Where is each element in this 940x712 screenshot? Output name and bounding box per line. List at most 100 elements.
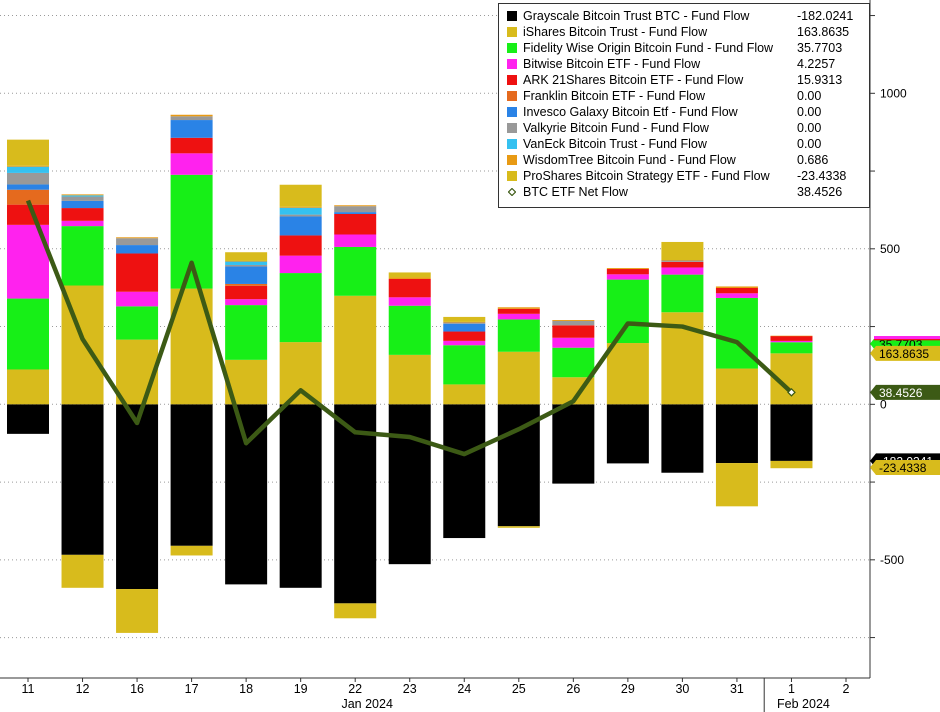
x-tick-label: 25: [512, 682, 526, 696]
bar-segment-4-12: [61, 220, 104, 227]
legend-item: VanEck Bitcoin Trust - Fund Flow 0.00: [507, 136, 863, 152]
bar-segment-5-26: [552, 325, 595, 338]
legend-item: WisdomTree Bitcoin Fund - Fund Flow 0.686: [507, 152, 863, 168]
bar-segment-11-25: [497, 526, 540, 528]
legend-series-name: ARK 21Shares Bitcoin ETF - Fund Flow: [523, 73, 744, 87]
bar-segment-3-16: [116, 306, 159, 340]
legend-series-name: VanEck Bitcoin Trust - Fund Flow: [523, 137, 707, 151]
bar-segment-11-23: [388, 272, 431, 278]
bar-segment-5-1: [770, 335, 813, 341]
legend-series-value: 35.7703: [797, 41, 843, 55]
bar-segment-6-18: [225, 283, 268, 286]
legend-item: Grayscale Bitcoin Trust BTC - Fund Flow -…: [507, 8, 863, 24]
legend-series-value: 15.9313: [797, 73, 843, 87]
bar-segment-3-1: [770, 342, 813, 354]
legend-swatch: [507, 171, 517, 181]
bar-segment-4-18: [225, 299, 268, 306]
bar-segment-10-11: [7, 165, 49, 167]
bar-segment-1-1: [770, 404, 813, 461]
x-tick-label: 19: [294, 682, 308, 696]
y-tick-label: 500: [880, 242, 900, 256]
bar-segment-4-26: [552, 337, 595, 348]
bar-segment-10-26: [552, 320, 595, 321]
bar-segment-9-12: [61, 195, 104, 197]
bar-segment-8-30: [661, 260, 704, 262]
value-tag-label: 38.4526: [879, 386, 923, 400]
bar-segment-10-29: [606, 268, 649, 270]
bar-segment-11-1: [770, 460, 813, 469]
bar-segment-4-24: [443, 340, 486, 346]
bar-segment-10-12: [61, 194, 104, 196]
bar-segment-9-18: [225, 261, 268, 265]
bar-segment-8-12: [61, 196, 104, 201]
x-tick-label: 29: [621, 682, 635, 696]
value-tag-bg: [870, 345, 940, 361]
bar-segment-3-30: [661, 274, 704, 313]
bar-segment-1-25: [497, 404, 540, 527]
net-flow-line-layer: [25, 199, 796, 457]
bar-segment-8-18: [225, 264, 268, 267]
legend-swatch: [507, 75, 517, 85]
bar-segment-1-18: [225, 404, 268, 585]
bar-segment-7-16: [116, 245, 159, 254]
bar-segment-4-25: [497, 313, 540, 320]
legend-swatch: [507, 139, 517, 149]
legend-series-name: BTC ETF Net Flow: [523, 185, 628, 199]
legend-swatch: [507, 155, 517, 165]
bar-segment-7-24: [443, 323, 486, 332]
bar-segment-9-19: [279, 207, 322, 215]
x-tick-label: 22: [348, 682, 362, 696]
legend-item: Fidelity Wise Origin Bitcoin Fund - Fund…: [507, 40, 863, 56]
legend-series-name: Invesco Galaxy Bitcoin Etf - Fund Flow: [523, 105, 738, 119]
bar-segment-5-23: [388, 278, 431, 298]
bar-segment-1-24: [443, 404, 486, 539]
net-flow-last-point: [787, 388, 796, 397]
bar-segment-2-29: [606, 343, 649, 405]
bar-segment-1-23: [388, 404, 431, 565]
legend-series-name: Grayscale Bitcoin Trust BTC - Fund Flow: [523, 9, 750, 23]
bar-segment-3-25: [497, 319, 540, 352]
bar-segment-5-11: [7, 204, 49, 225]
bar-segment-1-31: [715, 404, 758, 464]
bar-segment-7-17: [170, 120, 213, 138]
bar-segment-2-22: [334, 295, 377, 405]
bar-segment-6-11: [7, 189, 49, 205]
bar-segment-11-31: [715, 463, 758, 507]
bar-segment-11-22: [334, 603, 377, 619]
legend-series-name: ProShares Bitcoin Strategy ETF - Fund Fl…: [523, 169, 770, 183]
legend-item: Valkyrie Bitcoin Fund - Fund Flow 0.00: [507, 120, 863, 136]
chart-legend: Grayscale Bitcoin Trust BTC - Fund Flow -…: [498, 3, 870, 208]
bar-segment-1-12: [61, 404, 104, 555]
bar-segment-10-31: [715, 286, 758, 288]
bar-segment-11-16: [116, 589, 159, 633]
bar-segment-1-11: [7, 404, 49, 434]
bar-segment-5-30: [661, 261, 704, 268]
bar-segment-5-29: [606, 269, 649, 275]
bar-segment-3-18: [225, 305, 268, 360]
bar-segment-2-23: [388, 354, 431, 405]
legend-swatch: [507, 27, 517, 37]
month-label: Jan 2024: [341, 697, 392, 711]
bar-segment-2-11: [7, 369, 49, 405]
legend-series-value: 0.00: [797, 105, 822, 119]
x-tick-label: 23: [403, 682, 417, 696]
legend-series-name: iShares Bitcoin Trust - Fund Flow: [523, 25, 708, 39]
bar-segment-3-23: [388, 305, 431, 355]
bar-segment-4-30: [661, 267, 704, 275]
bar-segment-1-16: [116, 404, 159, 590]
bar-segment-5-24: [443, 331, 486, 341]
bar-segment-3-29: [606, 279, 649, 344]
legend-swatch: [507, 59, 517, 69]
x-tick-label: 18: [239, 682, 253, 696]
bar-segment-7-22: [334, 212, 377, 214]
month-label: Feb 2024: [777, 697, 830, 711]
net-flow-line: [25, 199, 793, 457]
bar-segment-10-17: [170, 114, 213, 117]
value-tag-label: -23.4338: [879, 461, 927, 475]
bar-segment-4-1: [770, 340, 813, 343]
bar-segment-10-23: [388, 277, 431, 279]
x-tick-label: 1: [788, 682, 795, 696]
bar-segment-1-19: [279, 404, 322, 588]
bar-segment-11-17: [170, 545, 213, 556]
